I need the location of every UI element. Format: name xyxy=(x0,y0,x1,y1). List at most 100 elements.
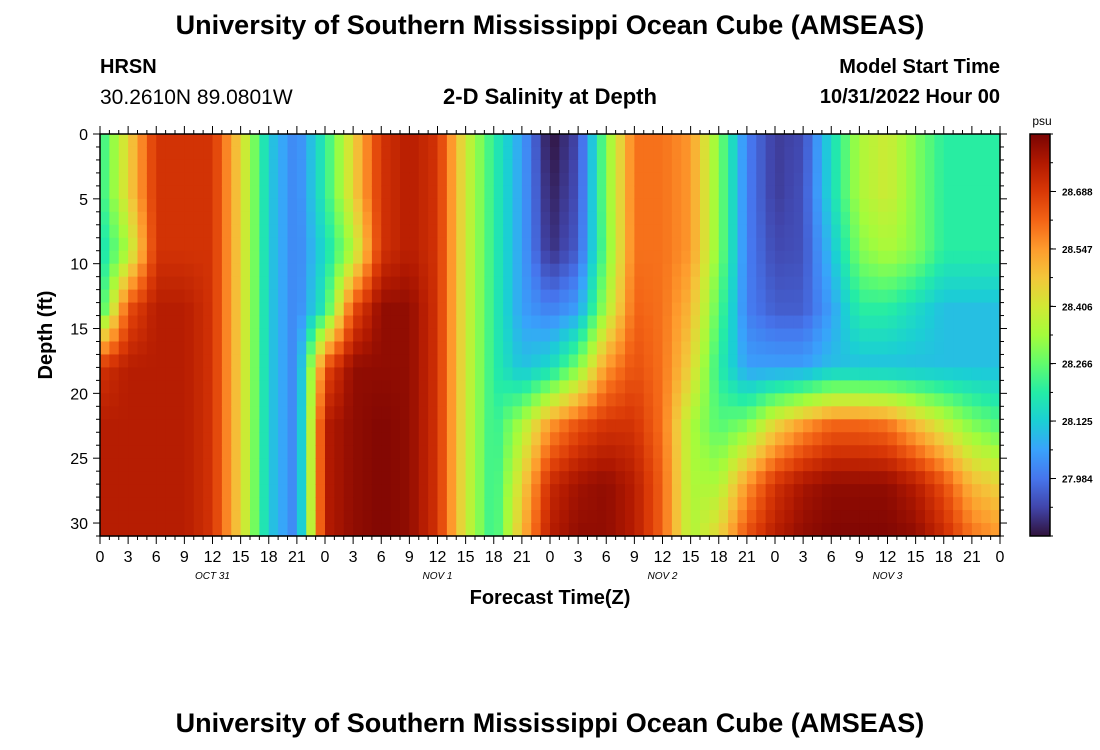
heatmap-cell xyxy=(437,237,448,252)
heatmap-cell xyxy=(390,146,401,161)
colorbar-tick-label: 27.984 xyxy=(1062,475,1093,486)
heatmap-cell xyxy=(400,289,410,304)
heatmap-cell xyxy=(634,302,645,317)
heatmap-cell xyxy=(671,523,682,537)
heatmap-cell xyxy=(503,250,514,265)
heatmap-cell xyxy=(521,419,532,433)
heatmap-cell xyxy=(259,198,270,213)
x-tick-label: 15 xyxy=(682,549,700,566)
heatmap-cell xyxy=(381,237,392,252)
heatmap-cell xyxy=(887,159,898,174)
heatmap-cell xyxy=(943,224,954,239)
heatmap-cell xyxy=(962,354,973,369)
heatmap-cell xyxy=(634,146,645,161)
heatmap-cell xyxy=(540,289,551,304)
heatmap-cell xyxy=(353,146,364,161)
heatmap-cell xyxy=(859,276,870,291)
heatmap-cell xyxy=(512,367,523,381)
heatmap-cell xyxy=(850,146,860,161)
heatmap-cell xyxy=(428,134,439,148)
heatmap-cell xyxy=(437,393,448,407)
heatmap-cell xyxy=(100,432,110,446)
heatmap-cell xyxy=(353,172,364,187)
heatmap-cell xyxy=(831,523,842,537)
heatmap-cell xyxy=(840,458,851,472)
heatmap-cell xyxy=(428,406,439,420)
heatmap-cell xyxy=(165,510,176,524)
heatmap-cell xyxy=(578,523,589,537)
heatmap-cell xyxy=(821,302,832,317)
heatmap-cell xyxy=(971,445,982,459)
heatmap-cell xyxy=(128,328,139,343)
x-tick-label: 18 xyxy=(935,549,953,566)
heatmap-cell xyxy=(850,134,860,148)
heatmap-cell xyxy=(953,445,964,459)
station-coordinates: 30.2610N 89.0801W xyxy=(100,86,293,109)
heatmap-cell xyxy=(118,484,129,498)
heatmap-cell xyxy=(831,432,842,446)
heatmap-cell xyxy=(493,367,504,381)
heatmap-cell xyxy=(981,146,992,161)
heatmap-cell xyxy=(456,146,467,161)
heatmap-cell xyxy=(446,237,457,252)
heatmap-cell xyxy=(343,146,354,161)
heatmap-cell xyxy=(840,289,851,304)
heatmap-cell xyxy=(521,237,532,252)
heatmap-cell xyxy=(625,419,635,433)
heatmap-cell xyxy=(784,484,795,498)
heatmap-cell xyxy=(343,458,354,472)
heatmap-cell xyxy=(953,146,964,161)
heatmap-cell xyxy=(268,250,279,265)
heatmap-cell xyxy=(746,419,757,433)
heatmap-cell xyxy=(709,406,720,420)
heatmap-cell xyxy=(446,367,457,381)
heatmap-cell xyxy=(278,432,289,446)
heatmap-cell xyxy=(334,328,345,343)
heatmap-cell xyxy=(700,250,710,265)
heatmap-cell xyxy=(446,523,457,537)
heatmap-cell xyxy=(371,289,382,304)
heatmap-cell xyxy=(409,198,420,213)
heatmap-cell xyxy=(165,198,176,213)
heatmap-cell xyxy=(690,237,701,252)
heatmap-cell xyxy=(943,146,954,161)
heatmap-cell xyxy=(718,134,729,148)
heatmap-cell xyxy=(203,134,214,148)
heatmap-cell xyxy=(812,315,823,330)
day-label: NOV 3 xyxy=(872,571,902,582)
heatmap-cell xyxy=(203,419,214,433)
heatmap-cell xyxy=(109,172,120,187)
heatmap-cell xyxy=(268,185,279,200)
x-tick-label: 6 xyxy=(152,549,161,566)
heatmap-cell xyxy=(821,393,832,407)
heatmap-cell xyxy=(381,406,392,420)
heatmap-cell xyxy=(831,263,842,278)
heatmap-cell xyxy=(250,146,260,161)
heatmap-cell xyxy=(259,432,270,446)
heatmap-cell xyxy=(840,185,851,200)
heatmap-cell xyxy=(334,250,345,265)
heatmap-cell xyxy=(906,367,917,381)
heatmap-cell xyxy=(756,224,767,239)
heatmap-cell xyxy=(193,510,204,524)
heatmap-cell xyxy=(971,276,982,291)
heatmap-cell xyxy=(662,497,673,511)
heatmap-cell xyxy=(793,393,804,407)
heatmap-cell xyxy=(971,172,982,187)
heatmap-cell xyxy=(737,302,748,317)
heatmap-cell xyxy=(953,328,964,343)
heatmap-cell xyxy=(381,185,392,200)
heatmap-cell xyxy=(578,146,589,161)
heatmap-cell xyxy=(409,432,420,446)
heatmap-cell xyxy=(915,497,926,511)
heatmap-cell xyxy=(531,419,542,433)
heatmap-cell xyxy=(709,419,720,433)
heatmap-cell xyxy=(128,341,139,356)
heatmap-cell xyxy=(737,250,748,265)
heatmap-cell xyxy=(128,198,139,213)
heatmap-cell xyxy=(728,510,739,524)
heatmap-cell xyxy=(212,445,223,459)
heatmap-cell xyxy=(278,484,289,498)
heatmap-cell xyxy=(756,250,767,265)
